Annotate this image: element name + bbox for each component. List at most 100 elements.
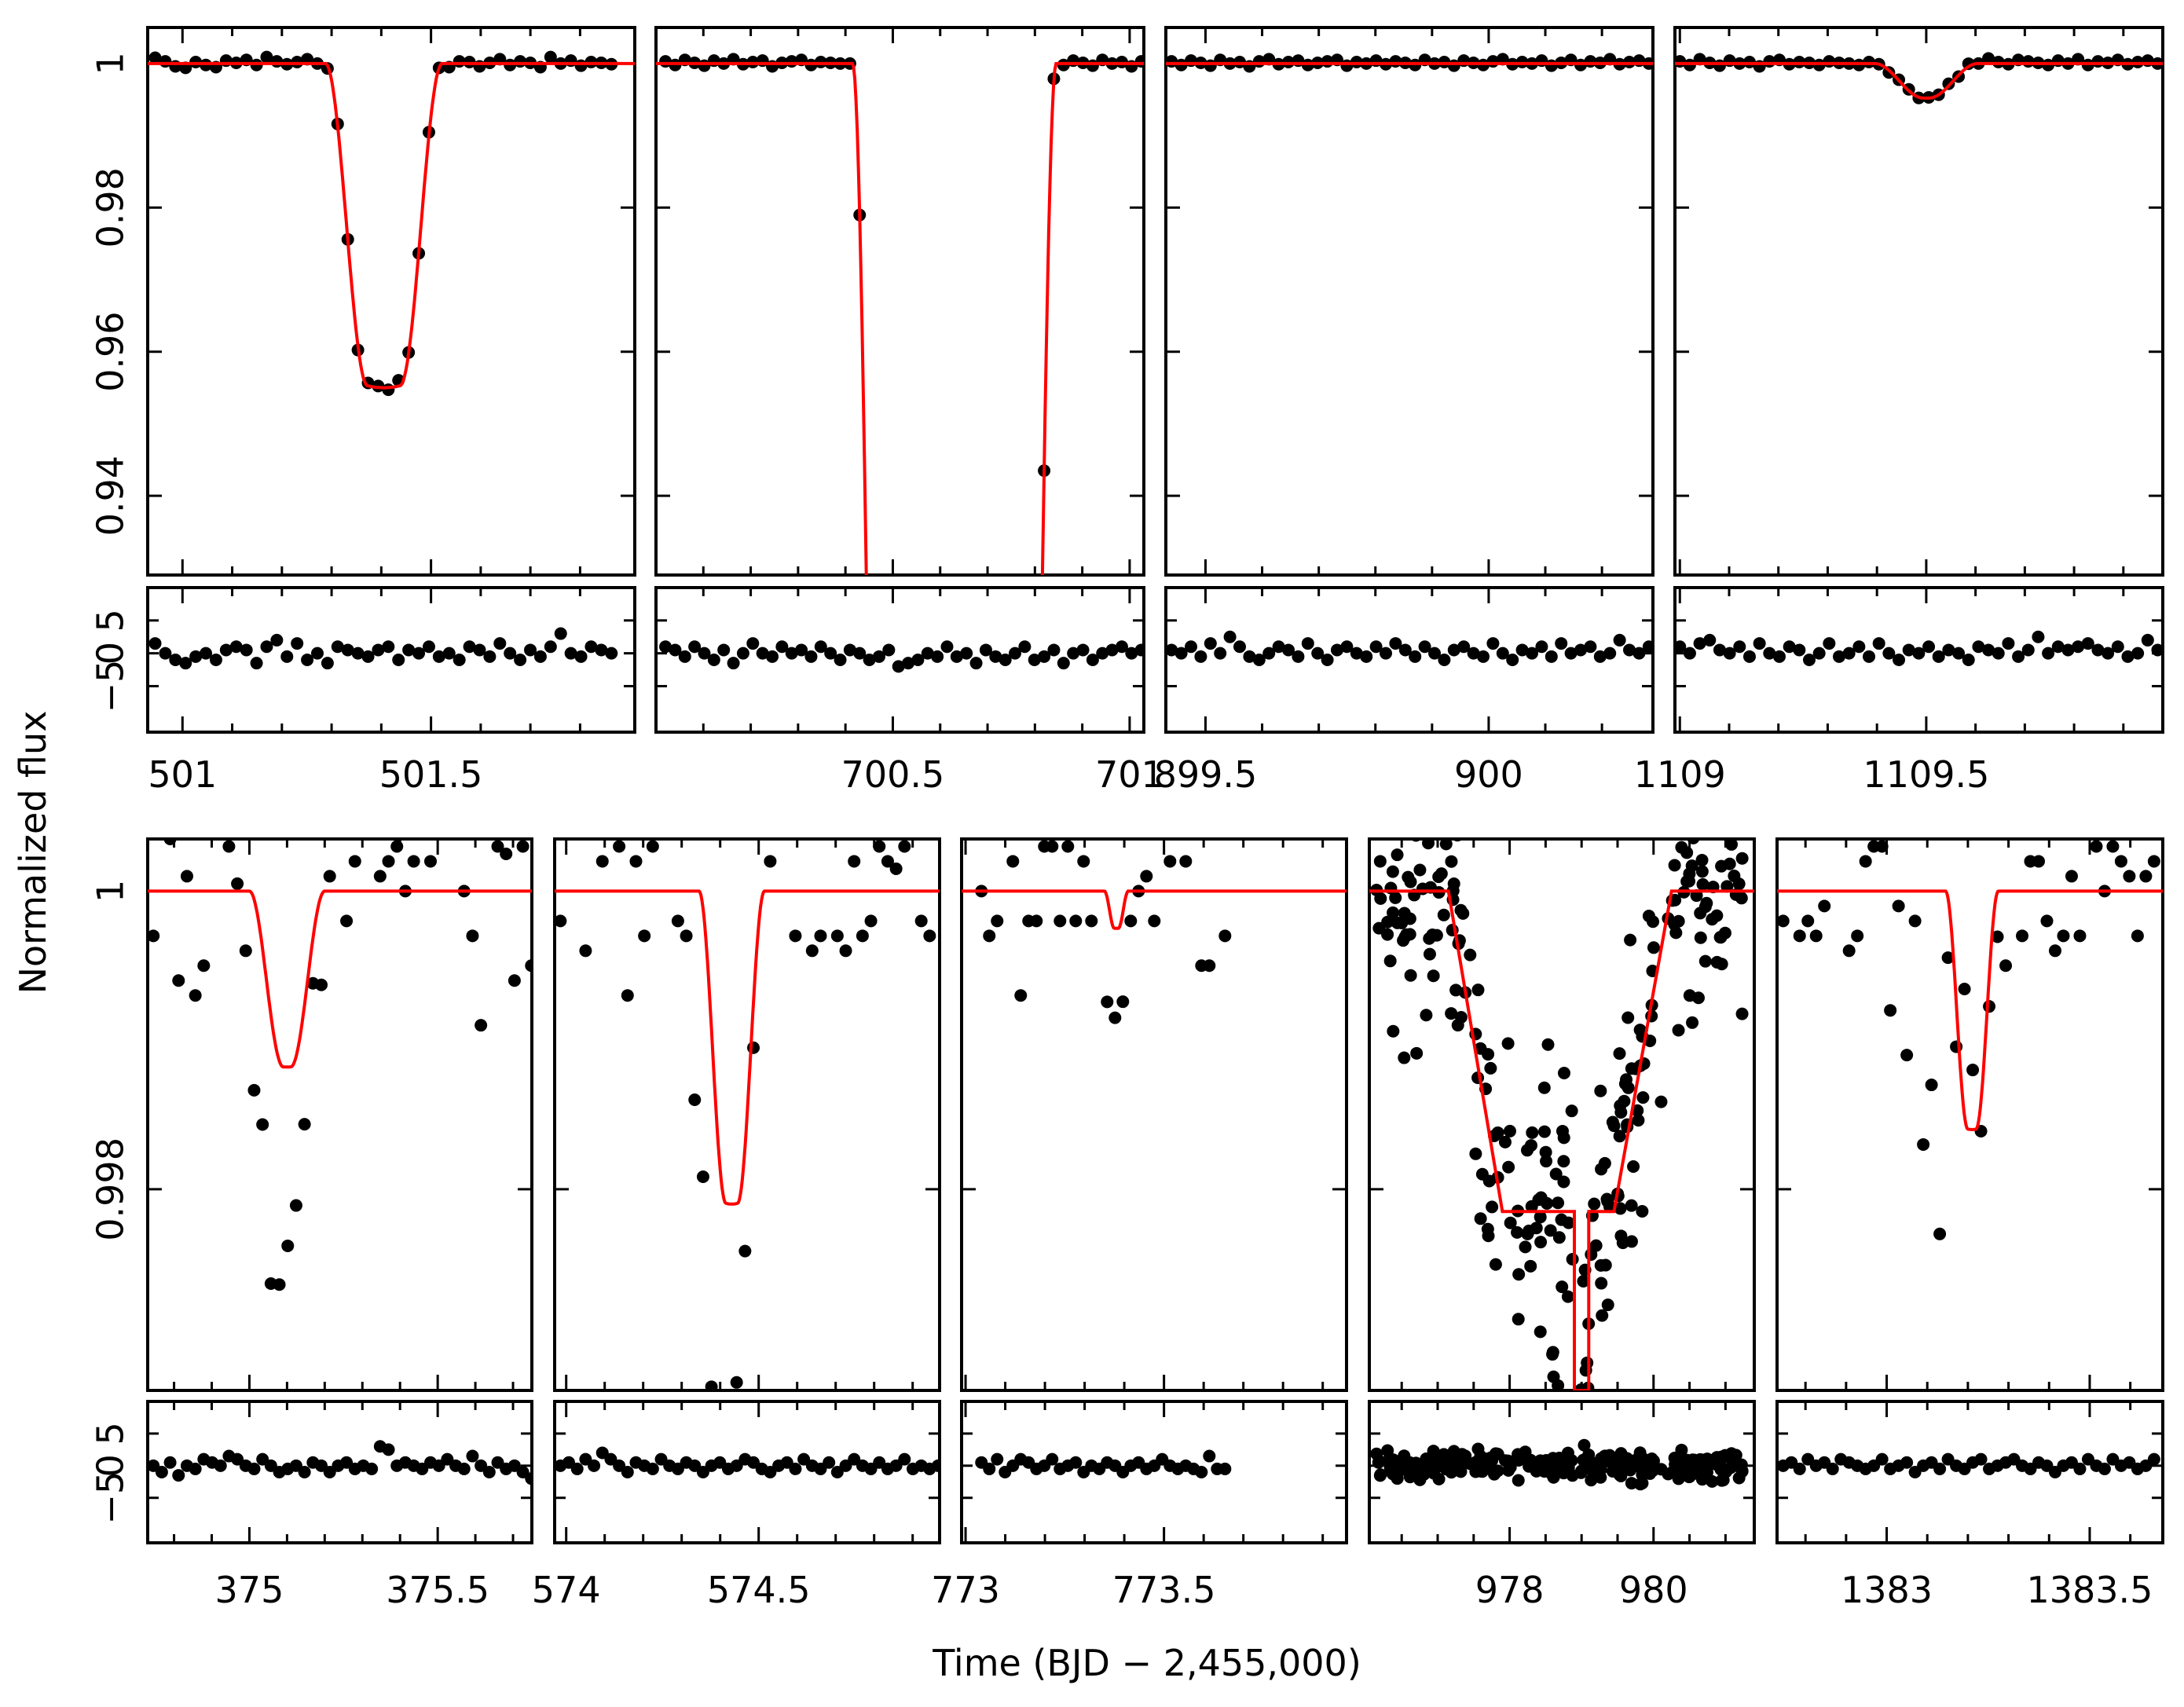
data-point [2147, 855, 2160, 868]
residual-point [789, 1462, 802, 1475]
data-point [1156, 811, 1168, 823]
data-point [1534, 1191, 1548, 1204]
residual-point [1457, 640, 1471, 654]
data-point [595, 855, 609, 868]
data-point [2114, 855, 2127, 868]
residual-point [1321, 654, 1334, 666]
residual-point [392, 654, 405, 666]
residual-point [1826, 1462, 1839, 1475]
data-point [1875, 840, 1889, 853]
data-point [1404, 969, 1417, 982]
residual-point [155, 1466, 168, 1478]
residual-point [1972, 640, 1985, 654]
residual-point [1292, 650, 1305, 663]
residual-point [1380, 647, 1393, 660]
residual-point [1535, 640, 1548, 654]
residual-point [960, 647, 973, 660]
data-point [814, 929, 827, 943]
data-point [864, 914, 878, 928]
data-point [2048, 944, 2061, 958]
data-point [772, 826, 785, 838]
data-point [579, 944, 592, 958]
data-point [1456, 815, 1468, 827]
residual-point [1046, 1452, 1059, 1466]
residual-point [1763, 647, 1776, 660]
residual-point [717, 643, 731, 657]
residual-point [260, 640, 273, 654]
data-point [1595, 1163, 1608, 1176]
residual-point [463, 640, 476, 654]
data-point [621, 989, 634, 1002]
data-point [2106, 840, 2120, 853]
residual-point [1713, 643, 1726, 657]
residual-point [2073, 1462, 2087, 1475]
data-point [1523, 1224, 1536, 1237]
residual-point [1693, 637, 1706, 650]
data-point [1218, 929, 1232, 943]
residual-point [1662, 1467, 1675, 1481]
residual-point [1772, 650, 1786, 663]
data-point [1729, 801, 1742, 814]
residual-point [2051, 640, 2065, 654]
x-tick-label: 900 [1454, 753, 1523, 796]
residual-point [1272, 640, 1285, 654]
data-point [423, 855, 437, 868]
residual-point [504, 647, 517, 660]
residual-point [1683, 647, 1696, 660]
residual-point [1488, 1467, 1501, 1481]
residual-point [1723, 647, 1736, 660]
residual-point [1432, 1472, 1446, 1485]
data-point [1148, 914, 1161, 928]
data-point [1710, 955, 1724, 969]
x-tick-label: 700.5 [841, 753, 945, 796]
data-point [1982, 52, 1995, 65]
residual-point [412, 647, 426, 660]
residual-point [1252, 654, 1266, 666]
residual-point [1512, 1474, 1525, 1487]
residual-point [1311, 647, 1325, 660]
data-point [663, 826, 676, 838]
residual-point [678, 650, 691, 663]
data-points [555, 736, 936, 1390]
residual-point [1992, 647, 2005, 660]
data-point [1415, 789, 1427, 802]
data-point [1427, 969, 1440, 983]
data-point [1482, 1174, 1496, 1188]
residual-point [1793, 1462, 1806, 1475]
data-point [1818, 899, 1831, 913]
data-point [747, 1041, 760, 1054]
data-point [1892, 899, 1905, 913]
residual-point [1218, 1462, 1232, 1475]
residual-point [250, 657, 263, 670]
data-point [1686, 1016, 1699, 1029]
data-point [1633, 1024, 1647, 1037]
residual-point [863, 654, 876, 666]
residual-point [605, 647, 618, 660]
data-point [222, 840, 236, 853]
residual-point [775, 640, 789, 654]
data-point [1474, 1042, 1487, 1055]
data-point [823, 811, 835, 823]
residual-point [1565, 1454, 1578, 1467]
data-point [1793, 929, 1806, 943]
data-point [239, 944, 252, 958]
residual-point [1893, 654, 1906, 666]
residual-point [1882, 647, 1896, 660]
data-point [1389, 891, 1402, 904]
data-point [1566, 1252, 1579, 1266]
data-point [1683, 874, 1696, 888]
data-point [1728, 870, 1741, 883]
data-point [1724, 788, 1737, 800]
data-point [1958, 983, 1971, 996]
data-point [1695, 853, 1709, 866]
main-frame [146, 837, 533, 1392]
residual-point [1842, 647, 1856, 660]
data-point [1999, 959, 2013, 973]
data-point [1445, 855, 1458, 868]
data-point [1503, 1124, 1516, 1137]
data-point [1374, 892, 1387, 905]
data-point [1618, 1077, 1632, 1090]
data-point [889, 862, 903, 875]
data-point [781, 736, 793, 749]
residual-points [975, 1449, 1232, 1478]
